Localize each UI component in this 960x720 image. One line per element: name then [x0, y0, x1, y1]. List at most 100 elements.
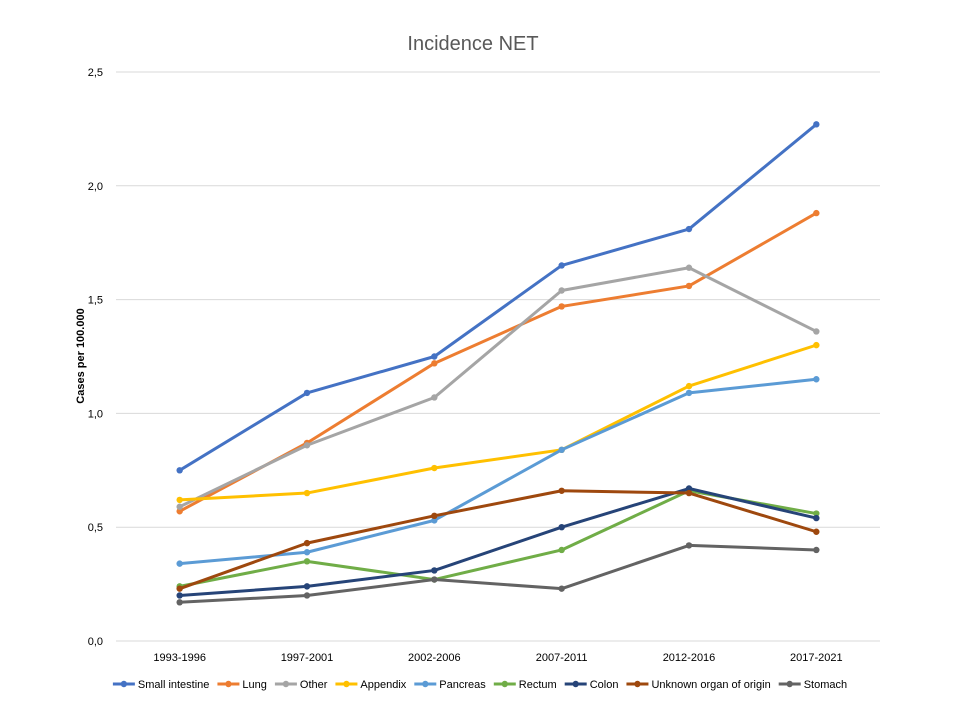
series-stomach [176, 542, 820, 606]
data-point [813, 546, 820, 554]
data-point [558, 487, 565, 494]
series-line [178, 489, 818, 588]
y-tick-label: 0,5 [88, 522, 103, 534]
data-point [558, 585, 565, 592]
series-lung [176, 209, 820, 515]
legend: Small intestine Lung Other Appendix Pancreas… [112, 679, 847, 691]
data-point [813, 121, 820, 128]
data-point [813, 376, 820, 383]
data-point [431, 517, 438, 524]
data-point [558, 546, 565, 554]
x-tick-label: 1993-1996 [153, 652, 206, 664]
series-unknown-organ-of-origin [176, 487, 820, 592]
series-pancreas [176, 376, 820, 567]
legend-marker [282, 680, 290, 688]
data-point [431, 360, 438, 367]
legend-marker [120, 680, 128, 688]
series-line [178, 543, 818, 604]
data-point [558, 303, 565, 310]
y-axis-label: Cases per 100.000 [75, 308, 87, 403]
legend-label: Appendix [360, 679, 406, 691]
data-point [558, 524, 565, 531]
data-point [176, 592, 183, 599]
data-point [813, 514, 820, 522]
legend-item: Stomach [778, 679, 847, 691]
legend-item: Appendix [335, 679, 407, 691]
data-point [303, 442, 311, 449]
legend-marker [634, 680, 641, 688]
data-point [813, 528, 820, 535]
data-point [558, 262, 565, 269]
legend-label: Lung [242, 679, 266, 691]
legend-marker [343, 680, 350, 688]
data-point [303, 558, 311, 565]
chart-title: Incidence NET [407, 33, 538, 55]
data-point [431, 567, 438, 574]
series-line [178, 377, 818, 566]
legend-item: Unknown organ of origin [626, 679, 771, 691]
y-tick-label: 0,0 [88, 636, 103, 648]
data-point [431, 353, 438, 360]
data-point [558, 287, 565, 294]
legend-marker [786, 680, 793, 688]
data-point [303, 549, 311, 556]
series-other [176, 264, 820, 510]
legend-item: Pancreas [414, 679, 486, 691]
series-colon [176, 485, 820, 599]
data-point [685, 264, 693, 271]
legend-label: Small intestine [138, 679, 210, 691]
legend-label: Pancreas [439, 679, 486, 691]
legend-item: Small intestine [112, 679, 210, 691]
legend-marker [501, 680, 508, 688]
data-point [176, 508, 183, 515]
series-line [178, 487, 818, 597]
legend-label: Stomach [804, 679, 847, 691]
data-point [431, 464, 438, 472]
data-point [176, 503, 183, 510]
data-point [176, 599, 183, 606]
data-point [558, 446, 565, 454]
x-tick-label: 2017-2021 [790, 652, 843, 664]
series-line [178, 211, 818, 513]
data-point [303, 489, 311, 497]
series-line [178, 122, 818, 472]
legend-label: Other [300, 679, 328, 691]
data-point [685, 382, 693, 390]
legend-item: Lung [217, 679, 267, 691]
data-point [813, 328, 820, 335]
grid [116, 71, 880, 642]
legend-item: Colon [564, 679, 619, 691]
y-tick-label: 2,5 [88, 67, 103, 79]
data-point [685, 489, 693, 497]
data-point [303, 389, 311, 397]
data-point [176, 496, 183, 504]
legend-label: Unknown organ of origin [651, 679, 770, 691]
data-point [303, 592, 311, 599]
series-group [176, 121, 820, 606]
series-line [178, 489, 818, 591]
series-small-intestine [176, 121, 820, 474]
data-point [685, 389, 693, 397]
y-tick-label: 1,5 [88, 295, 103, 307]
legend-item: Other [274, 679, 328, 691]
legend-item: Rectum [493, 679, 557, 691]
data-point [176, 585, 183, 592]
series-line [178, 266, 818, 509]
data-point [176, 560, 183, 567]
legend-label: Colon [590, 679, 619, 691]
data-point [813, 510, 820, 517]
y-tick-label: 2,0 [88, 181, 103, 193]
x-axis-ticks: 1993-1996 1997-2001 2002-2006 2007-2011 2012… [153, 652, 842, 664]
data-point [685, 282, 693, 290]
data-point [685, 485, 693, 492]
data-point [431, 576, 438, 583]
legend-marker [422, 680, 429, 688]
legend-marker [225, 680, 232, 688]
data-point [685, 225, 693, 233]
y-axis-ticks: 0,0 0,5 1,0 1,5 2,0 2,5 [88, 67, 103, 648]
data-point [303, 583, 311, 590]
series-line [178, 343, 818, 502]
data-point [431, 394, 438, 401]
